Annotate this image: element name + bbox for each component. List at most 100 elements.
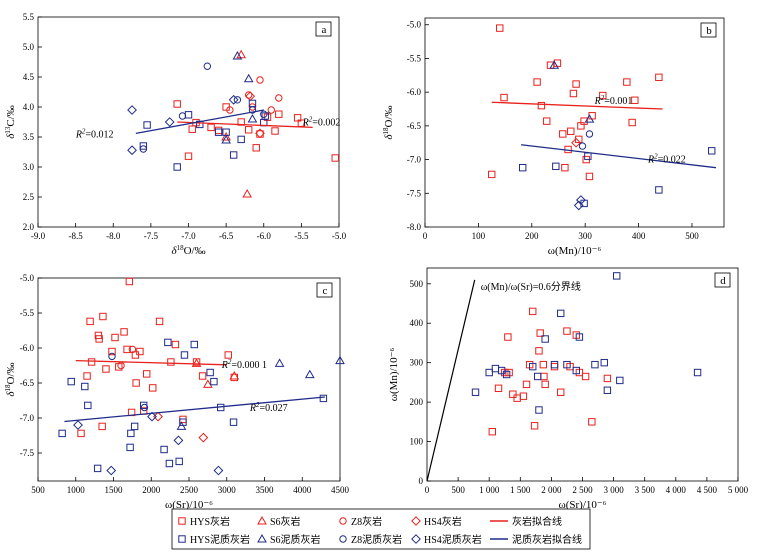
x-tick-label: 300 [578, 231, 592, 241]
y-tick-label: -7.5 [407, 188, 422, 198]
y-tick-label: -6.0 [407, 87, 422, 97]
x-tick-label: 3 500 [635, 485, 656, 495]
data-point [229, 151, 238, 159]
data-point [256, 76, 264, 84]
legend-marker [257, 515, 267, 525]
data-point [576, 195, 586, 205]
x-tick-label: -6.5 [219, 231, 234, 241]
data-point [575, 333, 584, 341]
data-point [203, 379, 213, 388]
data-point [155, 317, 164, 326]
data-point [184, 152, 193, 160]
legend-item: 泥质灰岩拟合线 [490, 533, 582, 546]
y-tick-label: -5.0 [20, 273, 35, 283]
legend-label: S6灰岩 [270, 515, 301, 528]
legend-marker [339, 535, 347, 543]
data-point [616, 376, 624, 385]
x-axis-title: ω(Sr)/10⁻⁶ [558, 499, 606, 511]
legend-label: HS4灰岩 [424, 515, 462, 528]
legend-label: 泥质灰岩拟合线 [512, 533, 582, 546]
y-axis-title: δ18O/‰ [4, 362, 17, 396]
data-point [585, 172, 594, 181]
data-point [224, 351, 232, 359]
legend-marker [411, 534, 421, 544]
x-tick-label: -9.0 [31, 231, 46, 241]
data-point [275, 110, 283, 118]
data-point [247, 113, 258, 123]
x-tick-label: 100 [472, 231, 486, 241]
data-point [99, 312, 107, 321]
data-point [505, 368, 513, 377]
x-axis-title: δ18O/‰ [171, 244, 205, 257]
y-tick-label: 100 [410, 437, 424, 447]
legend-marker [178, 535, 186, 543]
legend-label: HS4泥质灰岩 [424, 533, 482, 546]
y-axis-title: δ13C/‰ [4, 105, 17, 139]
y-tick-label: 2.0 [23, 222, 35, 232]
data-point [497, 366, 506, 375]
y-axis-title: ω(Mn)/10⁻⁶ [388, 348, 400, 402]
data-point [485, 368, 493, 377]
x-tick-label: 200 [525, 231, 539, 241]
data-point [655, 73, 663, 82]
fit-line-limestone [75, 359, 227, 366]
x-tick-label: -8.0 [106, 231, 121, 241]
data-point [275, 94, 283, 102]
x-tick-label: -7.0 [181, 231, 196, 241]
data-point [708, 147, 716, 155]
data-point [504, 333, 512, 341]
data-point [488, 170, 496, 179]
data-point [519, 392, 528, 400]
fit-line-marl [64, 396, 325, 423]
fit-line-limestone [491, 101, 663, 110]
y-tick-label: -6.5 [407, 121, 422, 131]
legend-label: Z8灰岩 [351, 515, 382, 528]
data-point [513, 394, 521, 402]
data-point [164, 117, 175, 127]
fit-r2-label: R2=0.012 [75, 127, 114, 140]
data-point [623, 78, 631, 86]
data-point [149, 384, 157, 392]
data-point [106, 465, 117, 476]
series-z8-marl [108, 352, 149, 412]
data-point [164, 338, 172, 347]
legend-item: HYS泥质灰岩 [178, 533, 250, 546]
data-point [572, 366, 580, 375]
series-s6-marl [549, 60, 595, 123]
data-point [120, 328, 128, 336]
data-point [81, 382, 89, 391]
data-point [541, 335, 549, 343]
x-tick-label: 3500 [256, 485, 275, 495]
x-axis-title: ω(Sr)/10⁻⁶ [165, 499, 213, 511]
series-hs4-limestone [153, 411, 209, 443]
data-point [541, 380, 549, 389]
chart-panel-b: 0 100 200 300 400 500 -8.0 -7.5 -7.0 -6.5 -6.0 -5.5… [382, 17, 725, 257]
data-point [143, 121, 151, 129]
y-tick-label: 3.5 [23, 132, 35, 142]
data-point [252, 144, 260, 152]
data-point [178, 112, 187, 120]
y-tick-label: 200 [410, 397, 424, 407]
data-point [599, 91, 607, 100]
panel-label-box [714, 272, 731, 288]
x-tick-label: 4500 [331, 485, 350, 495]
legend-item: S6泥质灰岩 [257, 533, 321, 546]
x-tick-label: 1500 [105, 485, 124, 495]
data-point [73, 420, 83, 430]
data-point [550, 360, 559, 369]
data-point [108, 352, 116, 361]
data-point [539, 360, 548, 369]
x-tick-label: 500 [451, 485, 465, 495]
data-point [175, 457, 183, 466]
data-point [584, 114, 595, 123]
y-tick-label: -8.0 [407, 222, 422, 232]
data-point [108, 347, 116, 356]
y-tick-label: 400 [410, 318, 424, 328]
data-point [127, 145, 137, 156]
data-point [585, 130, 594, 138]
legend-marker [178, 517, 186, 525]
data-point [207, 123, 215, 132]
x-tick-label: 1 500 [510, 485, 531, 495]
series-hs4-limestone [571, 137, 582, 148]
